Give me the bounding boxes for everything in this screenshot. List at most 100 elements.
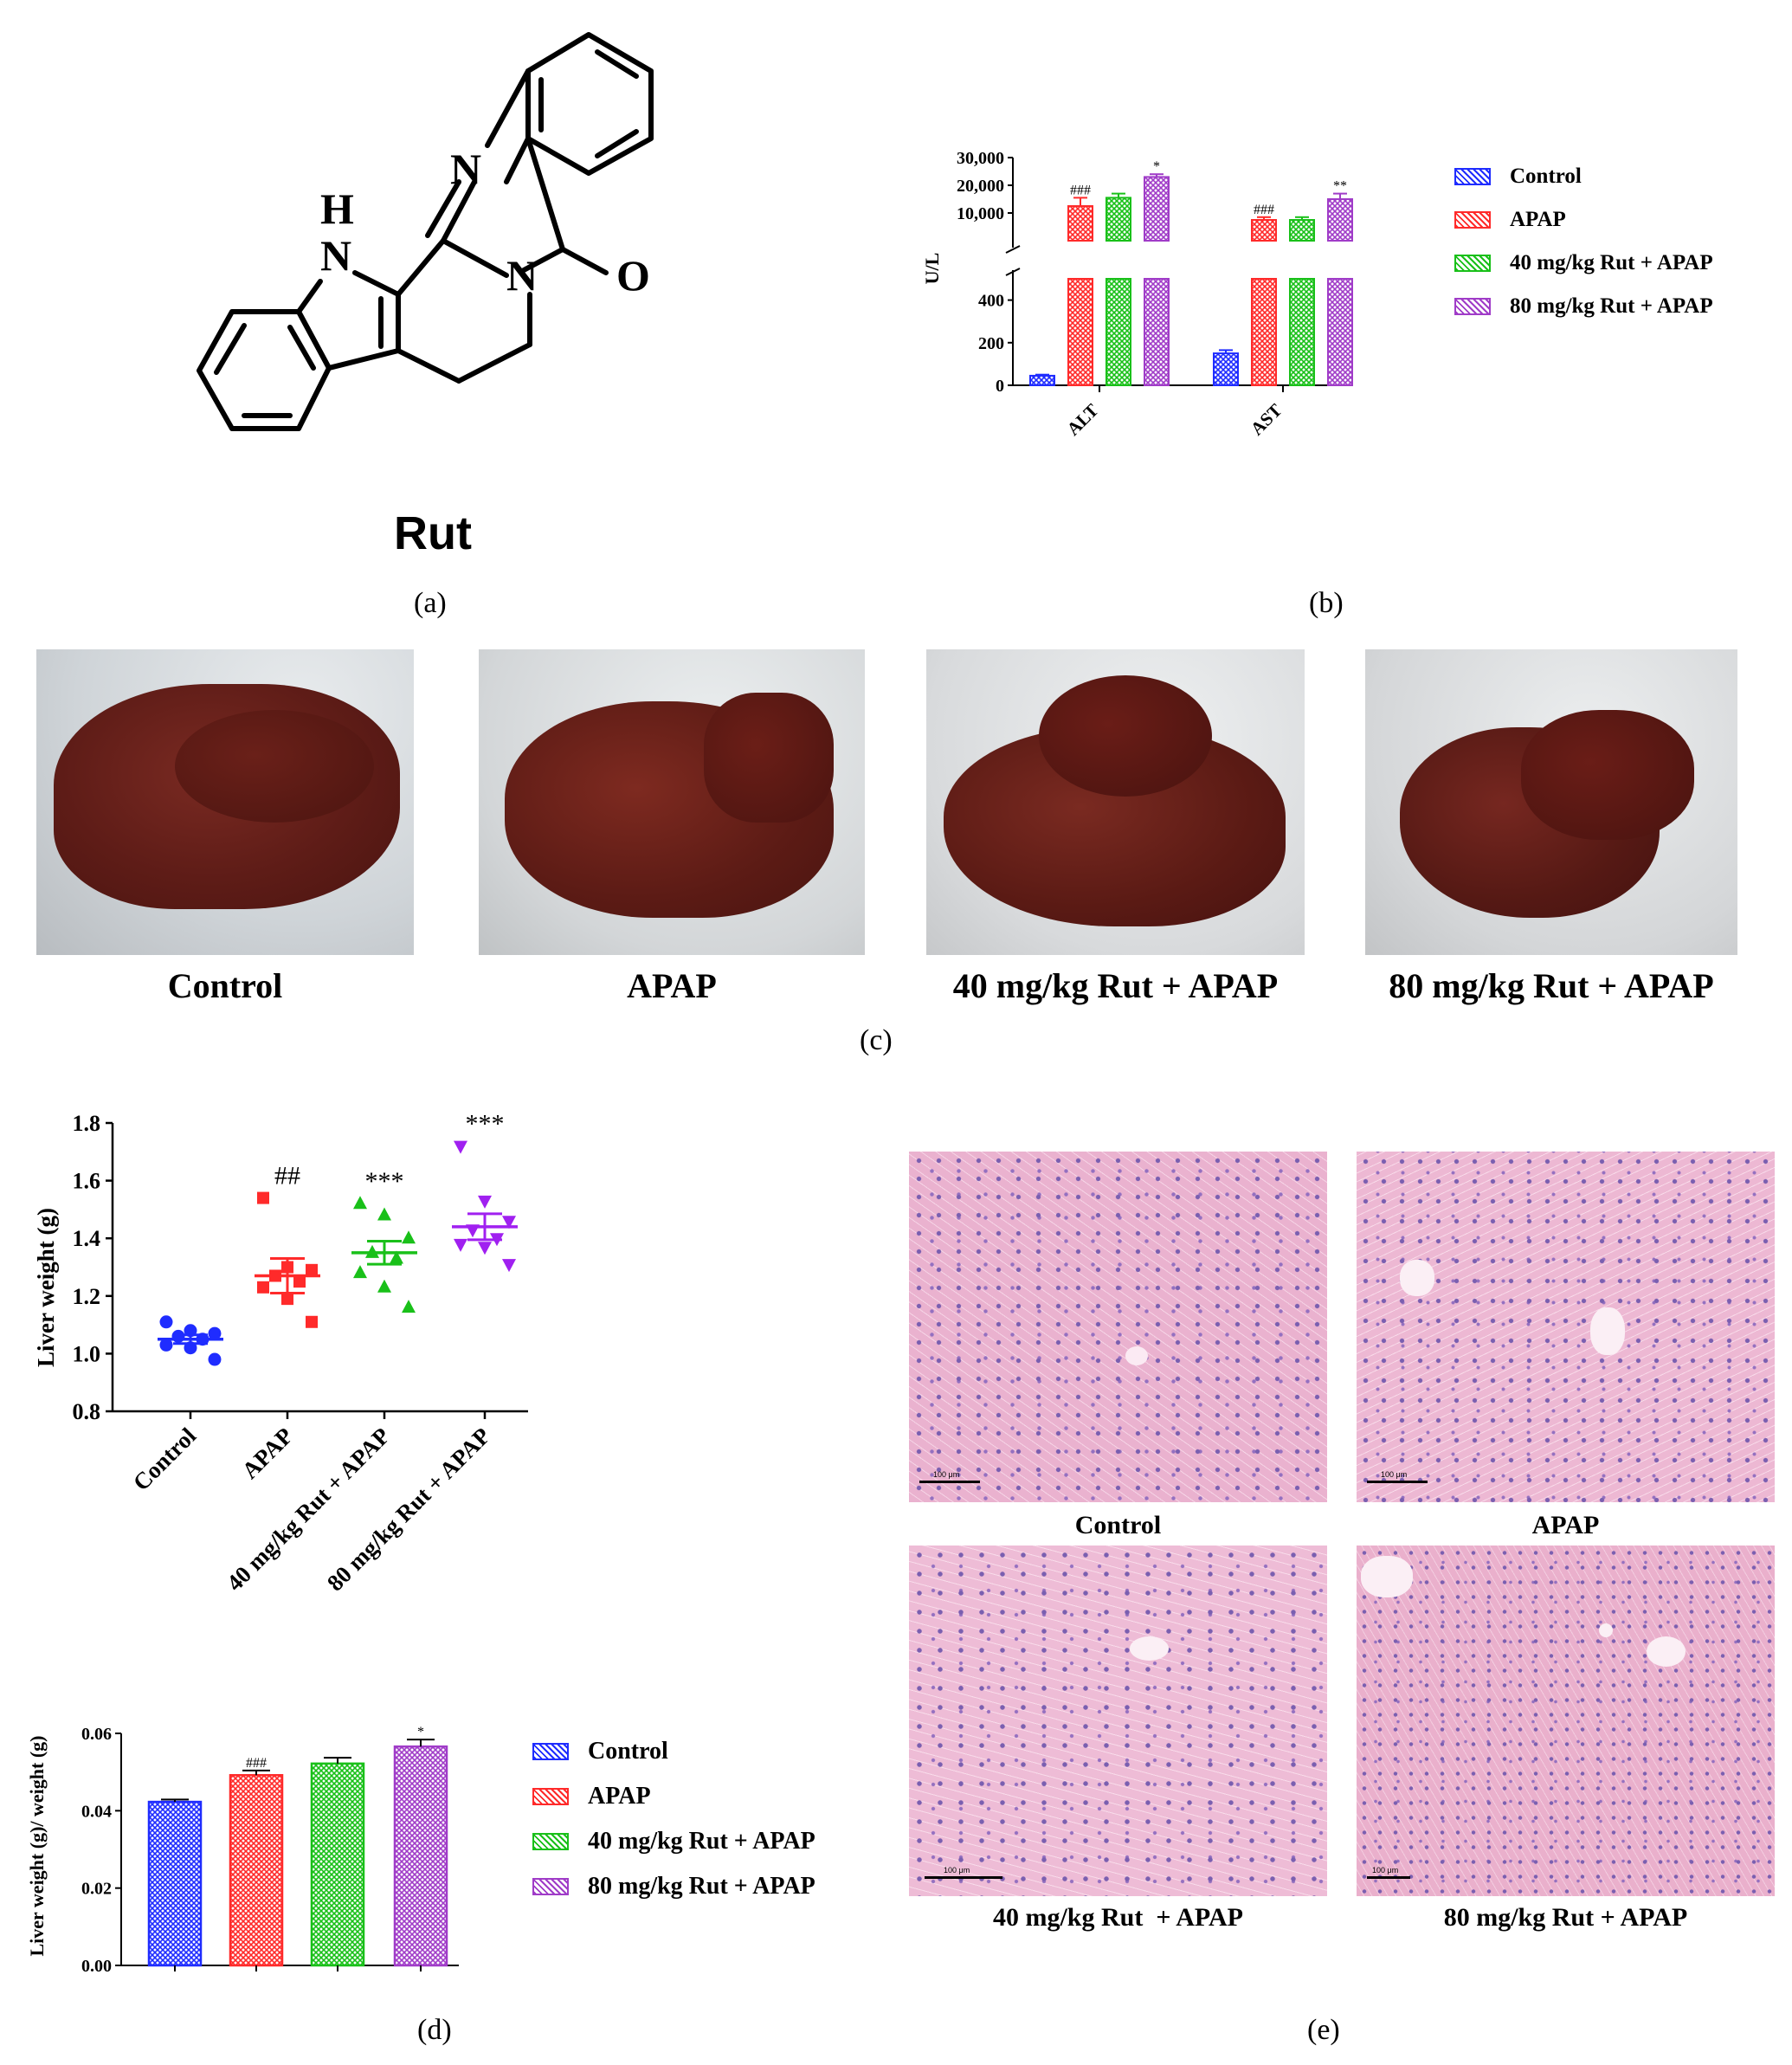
scalebar-label-rut80: 100 μm [1372,1866,1399,1875]
chart-b-significance: * [1153,159,1160,174]
chart-b-legend-label: 40 mg/kg Rut + APAP [1510,251,1713,274]
chart-d-scatter-ytick-label: 1.8 [73,1111,101,1136]
chart-d-bar-legend-item: 40 mg/kg Rut + APAP [532,1828,815,1855]
histology-control: 100 μm [909,1152,1327,1502]
chart-b-bar [1067,205,1093,242]
chart-d-scatter-significance: *** [365,1167,404,1196]
histology-rut40: 100 μm [909,1546,1327,1896]
chart-d-scatter-xtick-label: 40 mg/kg Rut + APAP [222,1423,395,1596]
chart-b-legend-label: 80 mg/kg Rut + APAP [1510,294,1713,318]
chart-b-bar [1144,176,1170,242]
chart-b-significance: ** [1333,179,1347,194]
chart-d-bar-legend-label: 80 mg/kg Rut + APAP [588,1873,815,1900]
chart-alt-ast: U/L 0 200 400 10,000 20,000 30,000 ### * ALT ### *… [921,149,1353,440]
chart-d-bar-bar [310,1762,365,1967]
chart-b-legend-swatch [1454,255,1491,272]
chart-b-xtick-label: AST [1247,400,1286,440]
chart-d-scatter-ytick-label: 1.4 [73,1226,101,1251]
chart-b-legend-swatch [1454,168,1491,185]
molecule-name: Rut [394,507,472,559]
chart-d-scatter-point [208,1352,222,1366]
chart-d-scatter-point [353,1196,367,1210]
panel-label-b: (b) [1309,587,1344,619]
chart-liver-ratio-bar: Liver weight (g)/ weight (g) 0.00 0.02 0.0… [26,1725,459,1976]
chart-d-bar-bar [393,1745,448,1967]
chart-b-bar [1251,219,1277,242]
histology-apap: 100 μm [1357,1152,1775,1502]
chart-b-ytick-label: 200 [978,334,1004,353]
chart-b-ytick-label: 30,000 [957,149,1004,168]
chart-d-scatter-point [159,1315,173,1329]
scalebar-label-control: 100 μm [933,1470,960,1479]
chart-d-scatter-point [377,1207,391,1221]
histology-rut80: 100 μm [1357,1546,1775,1896]
chart-d-scatter-ytick-label: 1.0 [73,1341,101,1366]
chart-b-bar [1144,278,1170,386]
chart-d-scatter-point [171,1329,185,1343]
chart-d-scatter-point [390,1250,403,1264]
chart-b-bar [1327,278,1353,386]
chart-d-bar-significance: * [417,1725,424,1739]
chart-b-legend-item: APAP [1454,208,1566,232]
chart-b-bar [1105,278,1131,386]
chart-d-scatter-point [402,1300,416,1313]
chart-b-legend-label: Control [1510,165,1582,188]
chart-d-bar-legend-item: APAP [532,1783,651,1810]
chart-b-ytick-label: 10,000 [957,204,1004,223]
chart-d-scatter-point [502,1259,516,1273]
chart-d-scatter-point [208,1326,222,1340]
chart-d-scatter-point [377,1279,391,1293]
chart-d-scatter-point [478,1195,492,1209]
chart-d-scatter-ylabel: Liver weight (g) [33,1208,59,1367]
chart-d-scatter-ytick-label: 1.2 [73,1284,101,1309]
chart-b-ytick-label: 20,000 [957,177,1004,196]
photo-caption-rut80: 80 mg/kg Rut + APAP [1389,966,1714,1005]
chart-d-bar-ytick-label: 0.04 [81,1802,112,1821]
chart-d-scatter-ytick-label: 0.8 [73,1399,101,1424]
chart-d-scatter-xtick-label: APAP [237,1423,299,1484]
histology-caption-rut80: 80 mg/kg Rut + APAP [1443,1903,1688,1932]
atom-o: O [616,251,650,300]
panel-label-e: (e) [1307,2014,1340,2046]
chart-b-ytick-label: 0 [996,377,1004,396]
chart-b-bar [1251,278,1277,386]
chart-b-legend-item: 80 mg/kg Rut + APAP [1454,294,1713,319]
chart-d-bar-legend-item: Control [532,1738,668,1765]
chart-d-scatter-significance: ## [274,1162,300,1191]
chart-d-bar-ylabel: Liver weight (g)/ weight (g) [26,1736,48,1957]
liver-photo-rut80 [1365,649,1737,955]
chart-d-scatter-ytick-label: 1.6 [73,1169,101,1194]
liver-photo-control [36,649,414,955]
chart-b-significance: ### [1254,203,1274,217]
chart-d-scatter-point [281,1293,293,1306]
chart-b-legend-swatch [1454,298,1491,315]
chart-b-bar [1105,197,1131,242]
chart-d-bar-bar [147,1800,203,1967]
chart-d-scatter-point [257,1191,269,1204]
scalebar-label-rut40: 100 μm [944,1866,970,1875]
chart-b-xtick-label: ALT [1062,400,1102,440]
chart-d-bar-bar [229,1773,284,1967]
atom-n-top: N [450,145,481,193]
chart-b-legend-swatch [1454,211,1491,229]
chart-d-bar-ytick-label: 0.02 [81,1880,112,1899]
chart-b-bar [1289,278,1315,386]
molecule-structure: N H N N O [197,32,654,431]
panel-label-a: (a) [414,587,447,619]
histology-caption-apap: APAP [1531,1511,1600,1539]
chart-b-significance: ### [1070,183,1091,197]
chart-b-legend-label: APAP [1510,208,1566,231]
chart-d-bar-significance: ### [246,1756,267,1771]
chart-d-bar-legend-swatch [532,1878,569,1895]
chart-d-scatter-point [353,1265,367,1279]
chart-b-break-mark-2 [1005,268,1021,276]
chart-d-bar-legend-swatch [532,1788,569,1805]
chart-d-scatter-point [454,1140,467,1154]
panel-label-c: (c) [860,1024,893,1056]
chart-d-scatter-point [402,1230,416,1244]
chart-d-bar-ytick-label: 0.06 [81,1725,112,1744]
chart-b-bar [1029,374,1055,386]
chart-d-scatter-point [478,1242,492,1255]
chart-d-bar-legend-swatch [532,1743,569,1760]
chart-b-bar [1213,352,1239,387]
